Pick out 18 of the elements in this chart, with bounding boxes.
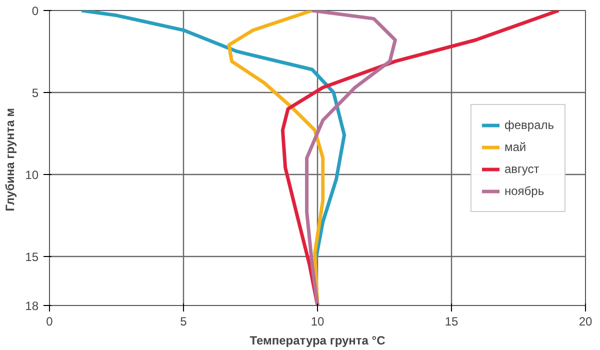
legend-label: август bbox=[504, 162, 540, 176]
x-tick-label: 20 bbox=[578, 314, 592, 328]
y-axis-title: Глубина грунта м bbox=[3, 108, 18, 212]
line-series bbox=[280, 10, 560, 306]
legend-label: ноябрь bbox=[504, 184, 544, 198]
y-tick-label: 5 bbox=[32, 86, 39, 100]
x-tick-label: 5 bbox=[180, 314, 188, 328]
y-tick-label: 15 bbox=[25, 250, 39, 264]
line-series bbox=[305, 10, 397, 306]
y-tick-label: 18 bbox=[25, 299, 39, 313]
x-tick-label: 15 bbox=[444, 314, 458, 328]
y-tick-label: 10 bbox=[25, 168, 39, 182]
x-tick-label: 0 bbox=[46, 314, 54, 328]
legend-label: май bbox=[504, 140, 526, 154]
x-axis-title: Температура грунта °C bbox=[250, 334, 386, 348]
legend-label: февраль bbox=[504, 118, 554, 132]
x-tick-label: 10 bbox=[310, 314, 324, 328]
y-tick-label: 0 bbox=[32, 4, 39, 18]
